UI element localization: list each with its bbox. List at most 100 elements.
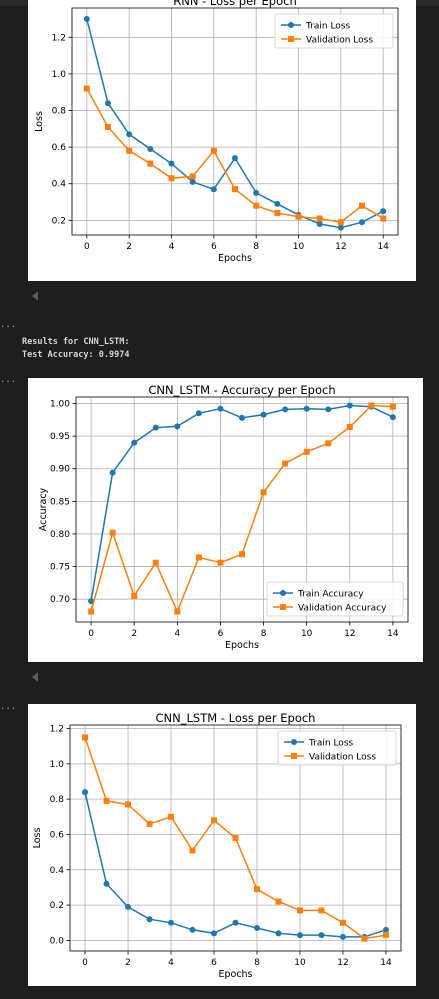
y-axis-label: Accuracy — [38, 487, 49, 531]
data-point — [168, 813, 175, 820]
legend: Train Loss Validation Loss — [274, 13, 394, 49]
data-point — [361, 935, 368, 942]
y-tick-label: 0.95 — [50, 432, 70, 442]
data-point — [146, 820, 153, 827]
data-point — [380, 208, 387, 215]
data-point — [131, 592, 138, 599]
data-point — [174, 423, 181, 430]
y-tick-label: 1.0 — [52, 70, 67, 80]
data-point — [316, 221, 323, 228]
x-tick-label: 8 — [254, 958, 260, 968]
x-tick-label: 14 — [377, 242, 389, 252]
data-point — [253, 925, 260, 932]
legend: Train Loss Validation Loss — [277, 730, 397, 766]
x-tick-label: 14 — [387, 629, 399, 639]
data-point — [211, 817, 218, 824]
data-point — [274, 200, 281, 207]
data-point — [189, 178, 196, 185]
legend-marker-circle — [288, 22, 294, 28]
y-tick-label: 0.8 — [50, 795, 65, 805]
data-point — [126, 131, 133, 138]
series-line-1 — [90, 404, 394, 602]
y-tick-label: 0.4 — [52, 180, 67, 190]
data-point — [382, 926, 389, 933]
data-point — [318, 932, 325, 939]
y-tick-label: 1.2 — [52, 33, 66, 43]
data-point — [232, 186, 238, 193]
scroll-left-arrow-2[interactable] — [32, 672, 38, 682]
data-point — [295, 213, 302, 220]
data-point — [104, 100, 111, 107]
data-point — [83, 85, 90, 92]
data-point — [232, 835, 239, 841]
cell-ellipsis-2[interactable]: ... — [0, 375, 17, 385]
data-point — [318, 907, 325, 914]
data-point — [253, 886, 260, 893]
data-point — [359, 219, 366, 226]
data-point — [125, 903, 132, 910]
data-point — [296, 907, 303, 914]
cnn-lstm-accuracy-figure: 0 2 4 6 8 10 12 14 0.70 0.75 0.80 0.85 0.90 0.95 1.00 E… — [28, 378, 423, 662]
legend-box — [274, 13, 394, 49]
results-line: Results for CNN_LSTM: — [22, 337, 130, 347]
x-tick-label: 2 — [125, 958, 131, 968]
cell-ellipsis-1[interactable]: ... — [0, 320, 17, 330]
data-point — [260, 411, 267, 418]
series-line-1 — [84, 791, 387, 938]
data-point — [131, 439, 138, 446]
data-point — [217, 559, 224, 566]
y-tick-label: 0.6 — [50, 830, 65, 840]
legend-marker-circle — [291, 739, 297, 745]
data-point — [109, 469, 116, 476]
plot-frame — [69, 724, 402, 952]
cnn-lstm-loss-figure: 0 2 4 6 8 10 12 14 0.0 0.2 0.4 0.6 0.8 1.0 1.2 Epochs Lo… — [28, 704, 416, 986]
x-tick-label: 8 — [253, 242, 259, 252]
legend-label: Validation Accuracy — [298, 604, 387, 614]
test-accuracy-line: Test Accuracy: 0.9974 — [22, 350, 130, 360]
y-tick-label: 0.4 — [50, 866, 65, 876]
y-tick-label: 0.75 — [50, 563, 70, 573]
legend-label: Train Loss — [308, 739, 354, 749]
scroll-left-arrow-1[interactable] — [32, 291, 38, 301]
legend-label: Validation Loss — [309, 753, 376, 763]
legend-box — [277, 730, 397, 766]
x-tick-label: 4 — [174, 629, 180, 639]
y-tick-label: 1.00 — [50, 400, 70, 410]
data-point — [325, 440, 332, 447]
data-point — [189, 173, 196, 180]
data-point — [339, 919, 346, 926]
x-tick-label: 10 — [301, 629, 313, 639]
cell-ellipsis-3[interactable]: ... — [0, 702, 17, 712]
data-point — [189, 847, 196, 854]
rnn-loss-figure: 0 2 4 6 8 10 12 14 0.2 0.4 0.6 0.8 1.0 1.2 Epochs Loss R… — [28, 0, 416, 281]
y-tick-label: 0.70 — [50, 595, 70, 605]
x-tick-label: 8 — [261, 629, 267, 639]
data-point — [232, 919, 239, 926]
rnn-loss-chart: 0 2 4 6 8 10 12 14 0.2 0.4 0.6 0.8 1.0 1.2 Epochs Loss R… — [34, 0, 399, 264]
data-point — [217, 405, 224, 412]
data-point — [389, 403, 396, 410]
data-point — [303, 448, 310, 455]
data-point — [103, 797, 110, 804]
data-point — [104, 123, 111, 130]
y-axis-label: Loss — [32, 828, 43, 849]
data-point — [389, 414, 396, 421]
y-tick-label: 1.2 — [50, 725, 64, 735]
chart-title: RNN - Loss per Epoch — [173, 0, 297, 8]
data-point — [274, 210, 281, 217]
data-point — [275, 898, 282, 905]
y-tick-label: 0.2 — [52, 216, 66, 226]
x-tick-label: 2 — [126, 242, 132, 252]
x-tick-label: 14 — [380, 958, 392, 968]
data-point — [239, 414, 245, 421]
data-point — [152, 424, 159, 431]
series-line-1 — [86, 18, 384, 229]
data-point — [195, 410, 202, 417]
chart-title: CNN_LSTM - Loss per Epoch — [156, 711, 316, 725]
x-axis-label: Epochs — [218, 969, 252, 980]
data-point — [210, 186, 217, 193]
plot-frame — [71, 7, 399, 236]
legend: Train Accuracy Validation Accuracy — [266, 581, 404, 617]
data-point — [147, 145, 154, 152]
data-point — [126, 147, 133, 154]
